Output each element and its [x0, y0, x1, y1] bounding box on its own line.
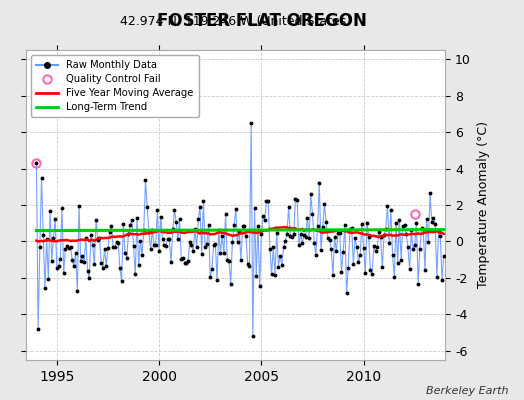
Y-axis label: Temperature Anomaly (°C): Temperature Anomaly (°C) — [476, 122, 489, 288]
Legend: Raw Monthly Data, Quality Control Fail, Five Year Moving Average, Long-Term Tren: Raw Monthly Data, Quality Control Fail, … — [31, 55, 199, 117]
Title: 42.974 N, 119.246 W (United States): 42.974 N, 119.246 W (United States) — [120, 15, 352, 28]
Text: FOSTER FLAT OREGON: FOSTER FLAT OREGON — [157, 12, 367, 30]
Text: Berkeley Earth: Berkeley Earth — [426, 386, 508, 396]
